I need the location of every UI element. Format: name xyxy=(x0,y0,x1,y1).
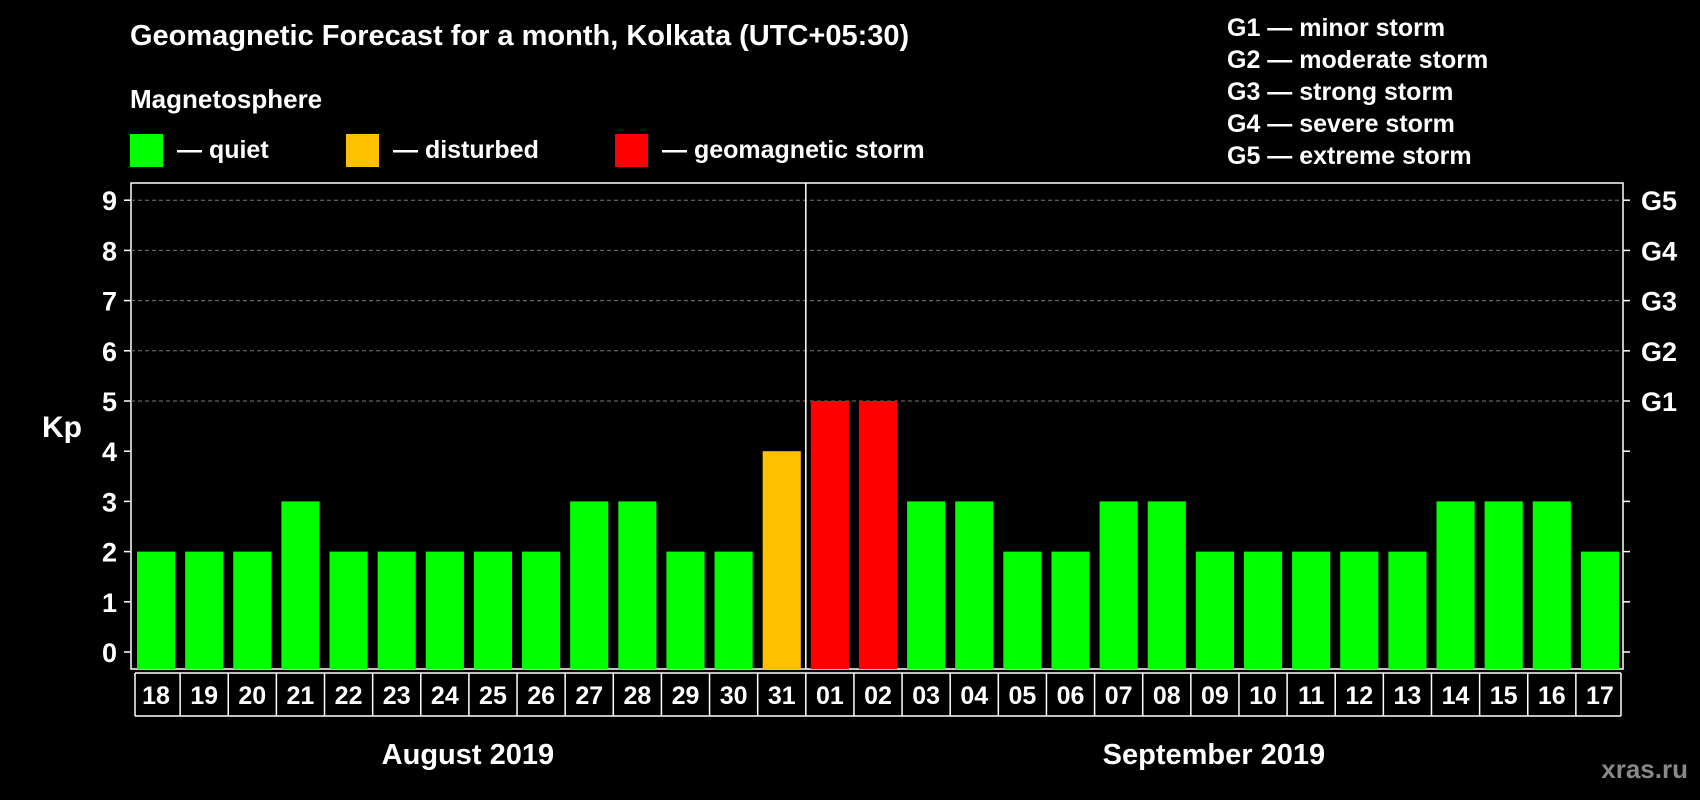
legend-disturbed: — disturbed xyxy=(346,133,539,167)
bar-23 xyxy=(377,551,416,669)
x-tick-label: 19 xyxy=(190,682,218,710)
x-tick-label: 04 xyxy=(960,682,988,710)
y-tick-label: 3 xyxy=(102,487,117,517)
bar-05 xyxy=(1003,551,1042,669)
bar-04 xyxy=(955,501,994,669)
x-tick-label: 22 xyxy=(335,682,363,710)
bar-10 xyxy=(1243,551,1283,669)
bar-28 xyxy=(618,501,657,669)
y-tick-label: 8 xyxy=(102,236,117,266)
month-label: September 2019 xyxy=(1103,739,1325,771)
bar-11 xyxy=(1292,551,1331,669)
g-scale-g4: G4 — severe storm xyxy=(1227,110,1455,138)
y-tick-label: 4 xyxy=(102,437,117,467)
bar-31 xyxy=(762,451,801,669)
bar-12 xyxy=(1340,551,1379,669)
x-tick-label: 16 xyxy=(1538,682,1566,710)
bar-14 xyxy=(1436,501,1475,669)
bar-03 xyxy=(907,501,946,669)
bar-25 xyxy=(473,551,513,669)
x-tick-label: 14 xyxy=(1442,682,1470,710)
legend-quiet: — quiet xyxy=(130,133,269,167)
x-tick-label: 20 xyxy=(238,682,266,710)
chart-title: Geomagnetic Forecast for a month, Kolkat… xyxy=(130,20,910,52)
bar-15 xyxy=(1484,501,1523,669)
legend-storm-label: — geomagnetic storm xyxy=(662,135,925,164)
right-axis-label: G2 xyxy=(1641,337,1677,367)
bar-20 xyxy=(233,551,272,669)
x-tick-label: 03 xyxy=(912,682,940,710)
y-axis-label: Kp xyxy=(42,411,82,444)
g-scale-g2: G2 — moderate storm xyxy=(1227,46,1489,74)
g-scale-g1: G1 — minor storm xyxy=(1227,14,1446,42)
x-tick-label: 29 xyxy=(672,682,700,710)
legend-disturbed-swatch xyxy=(346,133,379,167)
x-tick-label: 17 xyxy=(1586,682,1614,710)
g-scale-g5: G5 — extreme storm xyxy=(1227,142,1472,170)
bar-21 xyxy=(281,501,320,669)
x-tick-label: 15 xyxy=(1490,682,1518,710)
x-tick-label: 11 xyxy=(1298,682,1325,710)
x-tick-label: 27 xyxy=(575,682,603,710)
x-tick-label: 24 xyxy=(431,682,459,710)
bar-19 xyxy=(185,551,224,669)
x-tick-label: 28 xyxy=(623,682,651,710)
x-tick-label: 10 xyxy=(1249,682,1277,710)
bar-01 xyxy=(810,401,849,669)
x-tick-label: 23 xyxy=(383,682,411,710)
legend-quiet-label: — quiet xyxy=(177,135,269,164)
month-label: August 2019 xyxy=(382,739,554,771)
x-tick-label: 31 xyxy=(768,682,796,710)
y-tick-label: 6 xyxy=(102,337,117,367)
bar-07 xyxy=(1099,501,1138,669)
y-tick-label: 7 xyxy=(102,287,117,317)
bar-27 xyxy=(570,501,609,669)
x-tick-label: 13 xyxy=(1394,682,1422,710)
x-tick-label: 06 xyxy=(1057,682,1085,710)
y-tick-label: 0 xyxy=(102,638,117,668)
x-tick-label: 02 xyxy=(864,682,892,710)
y-tick-label: 1 xyxy=(102,588,117,618)
bar-13 xyxy=(1388,551,1427,669)
bar-06 xyxy=(1051,551,1090,669)
y-tick-label: 5 xyxy=(102,387,117,417)
bar-16 xyxy=(1532,501,1571,669)
bar-18 xyxy=(137,551,176,669)
bar-26 xyxy=(522,551,561,669)
watermark: xras.ru xyxy=(1601,754,1688,784)
bar-08 xyxy=(1147,501,1186,669)
x-tick-label: 01 xyxy=(816,682,844,710)
bar-24 xyxy=(425,551,464,669)
g-scale-g3: G3 — strong storm xyxy=(1227,78,1454,106)
legend-quiet-swatch xyxy=(130,133,163,167)
right-axis-label: G5 xyxy=(1641,186,1677,216)
x-tick-label: 26 xyxy=(527,682,555,710)
right-axis-label: G4 xyxy=(1641,236,1677,266)
x-tick-label: 08 xyxy=(1153,682,1181,710)
x-tick-label: 21 xyxy=(287,682,315,710)
bar-09 xyxy=(1195,551,1234,669)
bar-30 xyxy=(714,551,753,669)
right-axis-label: G1 xyxy=(1641,387,1677,417)
bar-22 xyxy=(329,551,368,669)
right-axis-label: G3 xyxy=(1641,287,1677,317)
bar-02 xyxy=(858,401,898,669)
x-tick-label: 05 xyxy=(1008,682,1036,710)
x-tick-label: 12 xyxy=(1345,682,1373,710)
bar-29 xyxy=(666,551,705,669)
x-tick-label: 25 xyxy=(479,682,507,710)
legend-storm-swatch xyxy=(615,133,648,167)
y-tick-label: 9 xyxy=(102,186,117,216)
chart-subtitle: Magnetosphere xyxy=(130,84,323,114)
x-tick-label: 18 xyxy=(142,682,170,710)
x-tick-label: 07 xyxy=(1105,682,1133,710)
legend-disturbed-label: — disturbed xyxy=(393,135,539,164)
bar-17 xyxy=(1580,551,1619,669)
y-tick-label: 2 xyxy=(102,538,117,568)
legend-storm: — geomagnetic storm xyxy=(615,133,925,167)
x-tick-label: 30 xyxy=(720,682,748,710)
x-tick-label: 09 xyxy=(1201,682,1229,710)
